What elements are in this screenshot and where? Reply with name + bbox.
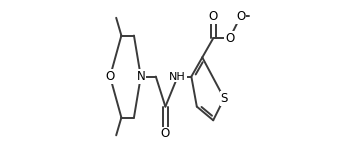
Text: NH: NH — [169, 72, 186, 82]
Text: S: S — [221, 92, 228, 105]
Text: O: O — [161, 127, 170, 141]
Text: N: N — [136, 70, 145, 83]
Text: O: O — [105, 70, 115, 83]
Text: O: O — [236, 10, 245, 23]
Text: O: O — [209, 10, 218, 23]
Text: O: O — [225, 32, 234, 45]
